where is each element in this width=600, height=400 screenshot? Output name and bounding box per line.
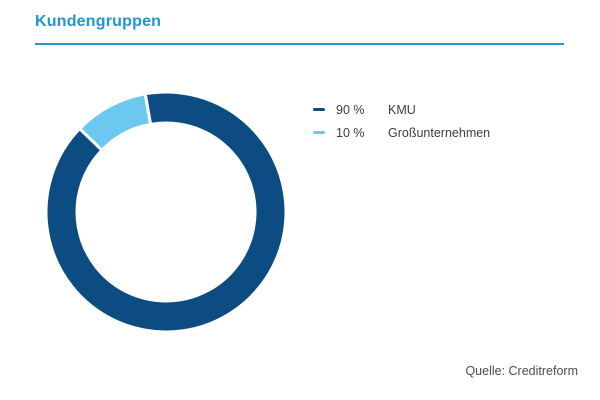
legend-marker-grossunternehmen [313, 131, 325, 134]
legend-item-kmu: 90 % KMU [313, 98, 490, 121]
legend-value-kmu: 90 % [336, 102, 365, 117]
source-note: Quelle: Creditreform [465, 364, 578, 378]
legend: 90 % KMU 10 % Großunternehmen [313, 98, 490, 144]
legend-value-grossunternehmen: 10 % [336, 125, 365, 140]
legend-label-kmu: KMU [388, 102, 416, 117]
donut-slice-grossunternehmen [78, 92, 153, 152]
page-title: Kundengruppen [35, 13, 162, 30]
title-underline [35, 43, 564, 45]
legend-marker-kmu [313, 108, 325, 111]
legend-item-grossunternehmen: 10 % Großunternehmen [313, 121, 490, 144]
legend-label-grossunternehmen: Großunternehmen [388, 125, 491, 140]
donut-slice-kmu [44, 90, 288, 334]
donut-chart [44, 90, 288, 334]
